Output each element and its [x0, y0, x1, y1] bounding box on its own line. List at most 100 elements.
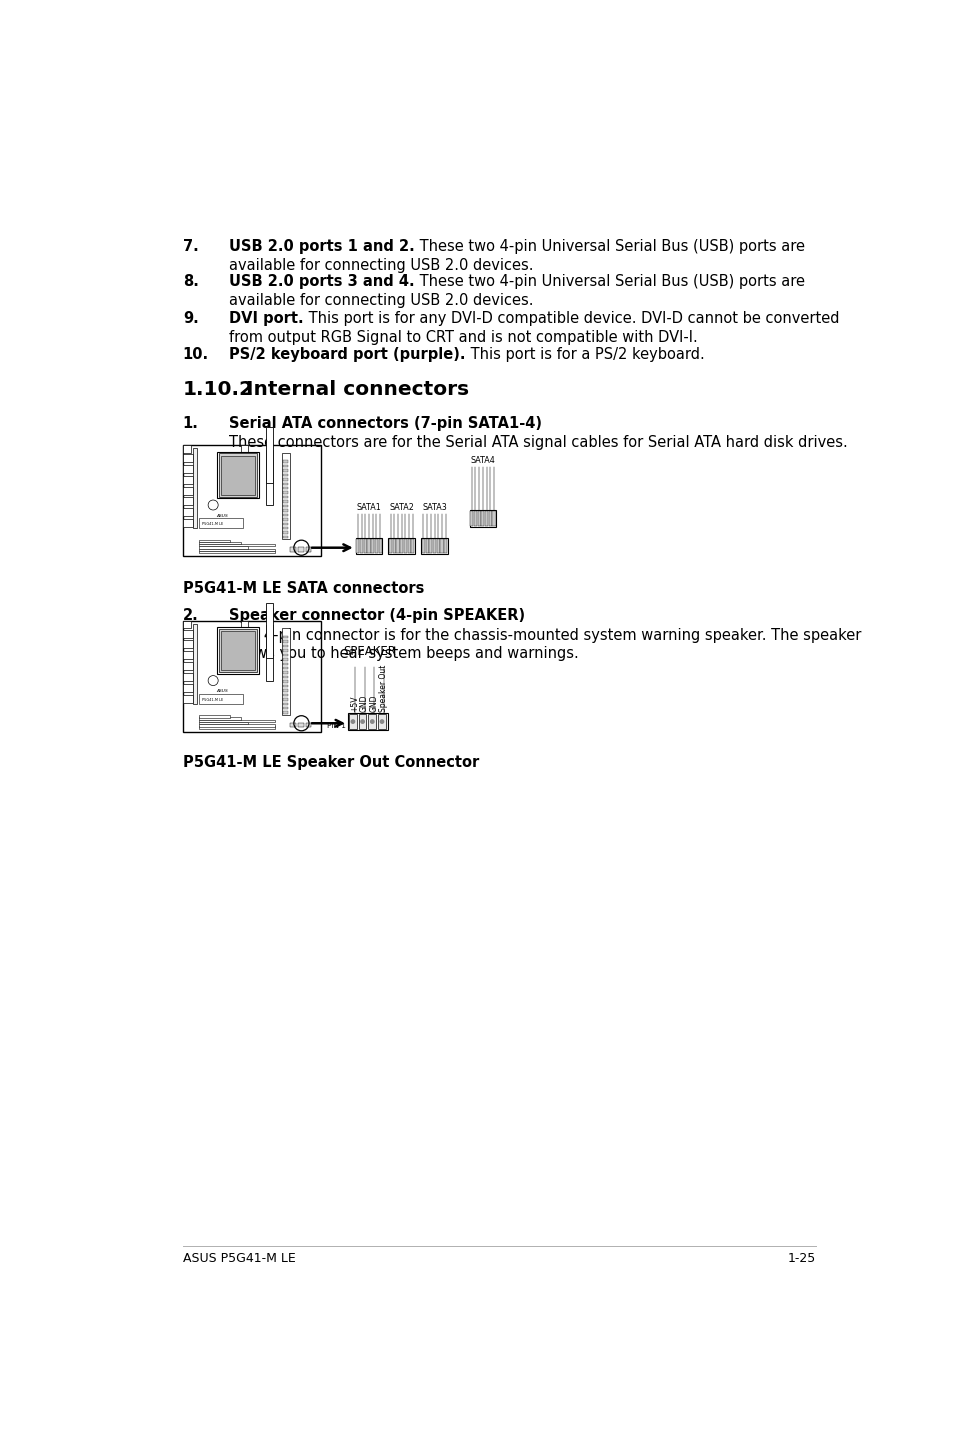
Bar: [470, 510, 473, 526]
Bar: [290, 546, 295, 552]
Text: SATA4: SATA4: [470, 456, 495, 464]
Text: SPEAKER: SPEAKER: [343, 644, 395, 657]
Bar: [282, 492, 288, 493]
Bar: [484, 510, 488, 526]
Bar: [358, 715, 366, 729]
Bar: [305, 723, 311, 728]
Bar: [282, 712, 288, 713]
Bar: [377, 715, 385, 729]
Bar: [218, 453, 257, 496]
Text: DVI port.: DVI port.: [229, 311, 304, 326]
Bar: [282, 672, 288, 674]
Text: 10.: 10.: [183, 347, 209, 361]
Bar: [265, 603, 273, 659]
Text: ASUS P5G41-M LE: ASUS P5G41-M LE: [183, 1252, 295, 1265]
Bar: [199, 542, 240, 544]
Bar: [183, 630, 193, 637]
Text: ASUS: ASUS: [215, 513, 228, 518]
Bar: [183, 621, 191, 628]
Bar: [265, 427, 273, 483]
Text: 1.: 1.: [183, 416, 198, 431]
Text: ASUS: ASUS: [215, 689, 228, 693]
Text: USB 2.0 ports 1 and 2.: USB 2.0 ports 1 and 2.: [229, 239, 415, 253]
Bar: [282, 689, 288, 692]
Bar: [282, 496, 288, 499]
Text: These two 4-pin Universal Serial Bus (USB) ports are: These two 4-pin Universal Serial Bus (US…: [415, 239, 804, 253]
Bar: [282, 518, 288, 521]
Text: SATA1: SATA1: [356, 503, 381, 512]
Bar: [355, 538, 382, 555]
Bar: [282, 640, 288, 643]
Bar: [282, 513, 288, 516]
Text: PS/2 keyboard port (purple).: PS/2 keyboard port (purple).: [229, 347, 465, 361]
Text: Internal connectors: Internal connectors: [246, 381, 469, 400]
Bar: [282, 667, 288, 670]
Text: PIN 1: PIN 1: [326, 723, 345, 729]
Bar: [199, 544, 274, 546]
Bar: [183, 519, 193, 528]
Bar: [444, 539, 447, 554]
Bar: [218, 628, 257, 673]
Text: available for connecting USB 2.0 devices.: available for connecting USB 2.0 devices…: [229, 293, 534, 308]
Bar: [474, 510, 476, 526]
Bar: [367, 539, 370, 554]
Bar: [282, 703, 288, 705]
Bar: [199, 695, 243, 703]
Text: P5G41-M LE Speaker Out Connector: P5G41-M LE Speaker Out Connector: [183, 755, 478, 769]
Text: GND: GND: [359, 695, 369, 712]
Bar: [282, 650, 288, 651]
Bar: [403, 539, 407, 554]
Text: 1.10.2: 1.10.2: [183, 381, 253, 400]
Bar: [368, 715, 375, 729]
Bar: [411, 539, 414, 554]
Bar: [393, 539, 395, 554]
Circle shape: [370, 720, 374, 723]
Bar: [240, 446, 248, 453]
Circle shape: [351, 720, 355, 723]
Bar: [355, 539, 359, 554]
Bar: [199, 546, 248, 549]
Text: 8.: 8.: [183, 275, 198, 289]
Text: 2.: 2.: [183, 608, 198, 624]
Bar: [199, 548, 274, 551]
Bar: [217, 627, 258, 674]
Bar: [396, 539, 399, 554]
Text: from output RGB Signal to CRT and is not compatible with DVI-I.: from output RGB Signal to CRT and is not…: [229, 331, 698, 345]
Text: Serial ATA connectors (7-pin SATA1-4): Serial ATA connectors (7-pin SATA1-4): [229, 416, 541, 431]
Text: 7.: 7.: [183, 239, 198, 253]
Text: +5V: +5V: [350, 695, 359, 712]
Bar: [183, 673, 193, 682]
Text: USB 2.0 ports 3 and 4.: USB 2.0 ports 3 and 4.: [229, 275, 415, 289]
Bar: [348, 713, 388, 731]
Text: This port is for any DVI-D compatible device. DVI-D cannot be converted: This port is for any DVI-D compatible de…: [304, 311, 839, 326]
Bar: [282, 663, 288, 664]
Bar: [282, 522, 288, 525]
Bar: [183, 661, 193, 670]
Bar: [282, 659, 288, 660]
Bar: [282, 644, 288, 647]
Bar: [429, 539, 432, 554]
Bar: [282, 636, 288, 638]
Bar: [183, 476, 193, 483]
Bar: [282, 500, 288, 503]
Bar: [183, 486, 193, 495]
Bar: [183, 651, 193, 659]
Text: 1-25: 1-25: [787, 1252, 815, 1265]
Bar: [217, 452, 258, 499]
Bar: [183, 621, 320, 732]
Bar: [420, 538, 447, 555]
Bar: [199, 718, 240, 719]
Bar: [388, 538, 415, 555]
Bar: [221, 456, 254, 495]
Text: SATA2: SATA2: [389, 503, 414, 512]
Bar: [199, 715, 230, 718]
Bar: [282, 509, 288, 512]
Bar: [183, 509, 193, 516]
Bar: [183, 498, 193, 506]
Text: SATA3: SATA3: [421, 503, 446, 512]
Bar: [407, 539, 411, 554]
Bar: [282, 684, 288, 687]
Text: GND: GND: [370, 695, 378, 712]
Text: This port is for a PS/2 keyboard.: This port is for a PS/2 keyboard.: [465, 347, 704, 361]
Bar: [375, 539, 377, 554]
